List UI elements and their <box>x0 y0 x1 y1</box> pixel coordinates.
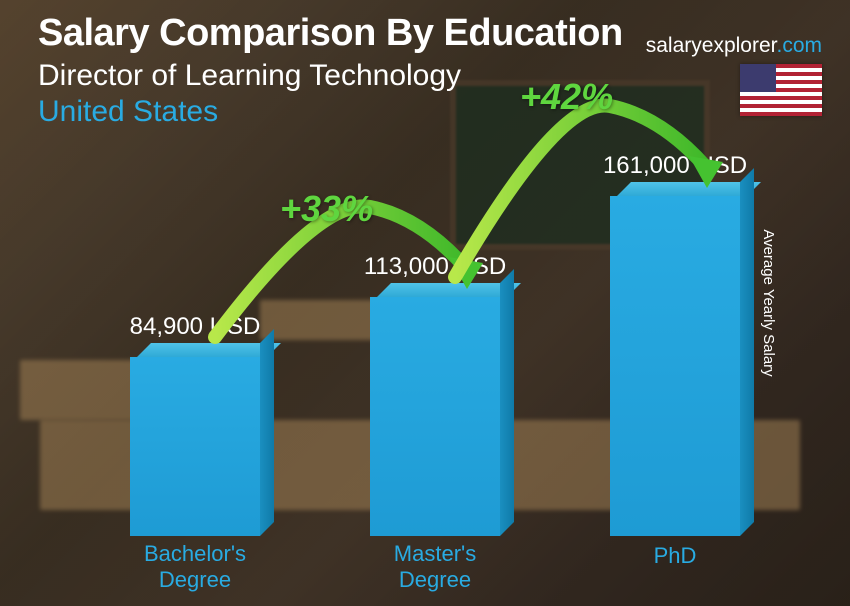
bar-front <box>130 357 260 536</box>
brand-suffix: .com <box>776 34 822 57</box>
bar-front <box>370 297 500 536</box>
bar: 84,900 USDBachelor's Degree <box>130 357 260 536</box>
header: Salary Comparison By Education Director … <box>38 12 830 129</box>
bar: 161,000 USDPhD <box>610 196 740 536</box>
percent-increase: +42% <box>520 76 613 118</box>
bar-value: 113,000 USD <box>364 253 506 281</box>
bar-value: 84,900 USD <box>130 313 261 341</box>
bar-value: 161,000 USD <box>603 152 747 180</box>
chart-subtitle: Director of Learning Technology <box>38 59 830 93</box>
bar-chart: 84,900 USDBachelor's Degree 113,000 USDMa… <box>90 136 770 536</box>
bar-label: PhD <box>595 543 755 568</box>
chart-country: United States <box>38 95 830 129</box>
bar-label: Master's Degree <box>355 541 515 592</box>
percent-increase: +33% <box>280 188 373 230</box>
bar-front <box>610 196 740 536</box>
bar-label: Bachelor's Degree <box>115 541 275 592</box>
bar: 113,000 USDMaster's Degree <box>370 297 500 536</box>
bar-side <box>260 329 274 536</box>
bar-side <box>740 168 754 536</box>
flag-icon <box>740 64 822 116</box>
bar-side <box>500 269 514 536</box>
brand-logo: salaryexplorer.com <box>646 34 822 58</box>
brand-name: salaryexplorer <box>646 34 777 57</box>
